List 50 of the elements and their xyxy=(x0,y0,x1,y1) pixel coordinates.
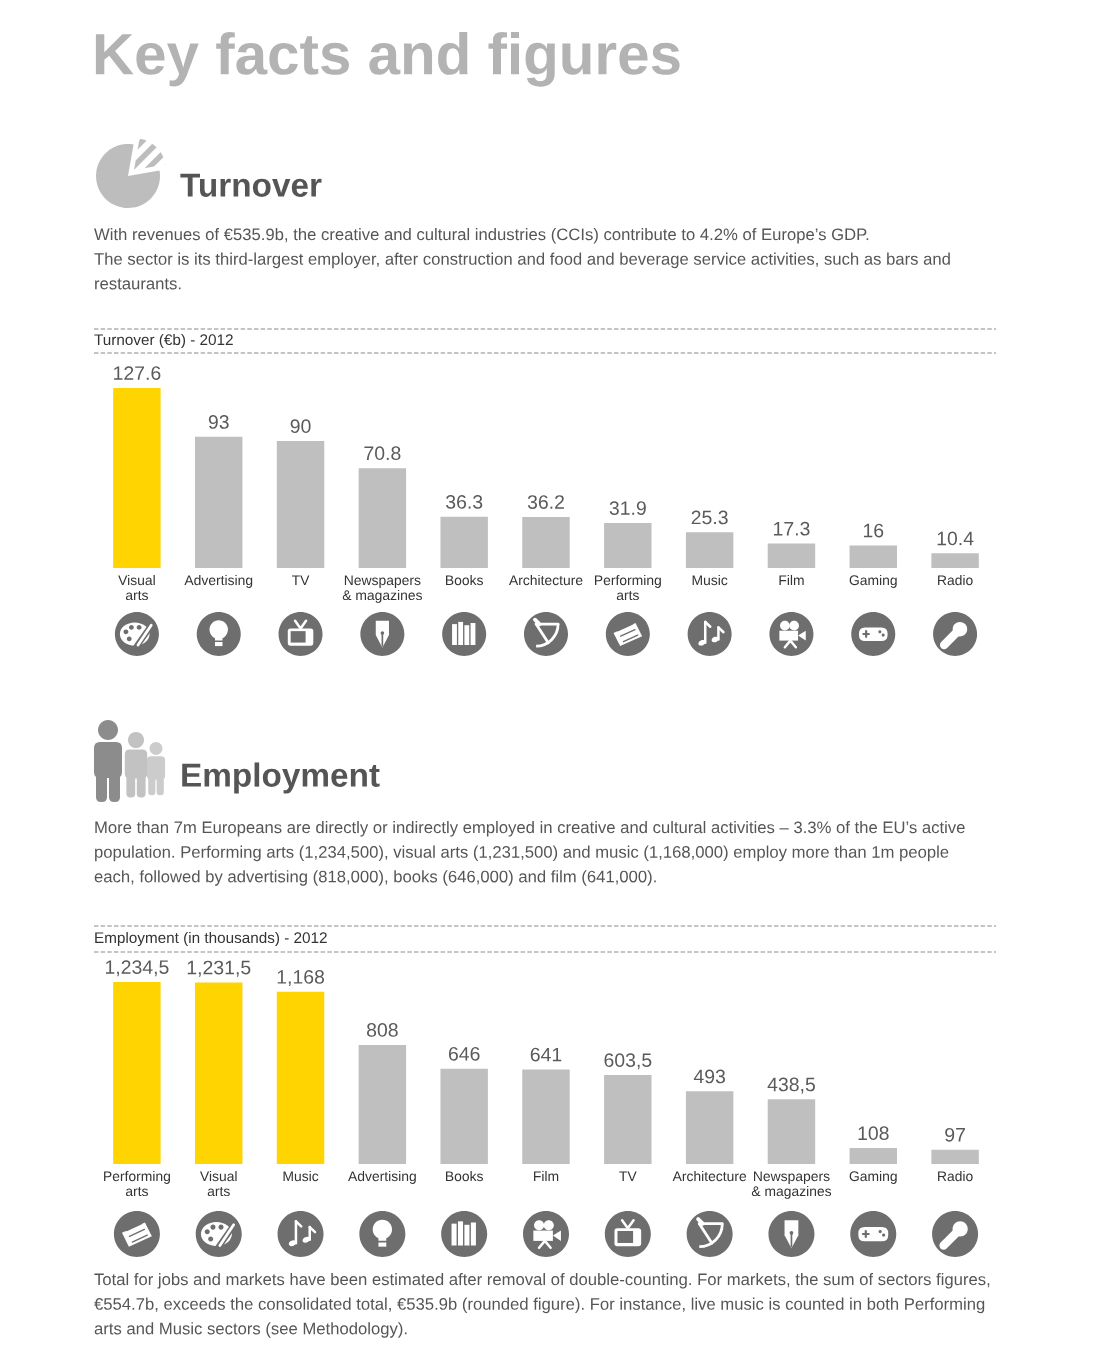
text: With revenues of €535.9b, the creative and cultural industries (CCIs) contribute to 4.2% of Europe’s GDP. The sector is its third-largest employer, after construction and food and beverage service activities, such as bars and restaurants. xyxy=(94,228,950,290)
data-label: 36.2 xyxy=(527,495,564,509)
bar xyxy=(604,523,652,568)
data-label: 1,234,5 xyxy=(105,960,169,977)
text: Key facts and figures xyxy=(95,32,680,87)
bar xyxy=(195,436,243,568)
data-label: 16 xyxy=(863,523,884,538)
data-label: 97 xyxy=(945,1127,965,1142)
data-label: 90 xyxy=(290,419,311,434)
data-label: 641 xyxy=(530,1047,562,1062)
data-label: 70.8 xyxy=(364,446,401,461)
bar xyxy=(767,1099,816,1164)
data-label: 108 xyxy=(858,1126,889,1141)
bar xyxy=(931,553,979,568)
bar xyxy=(522,1069,570,1164)
bar xyxy=(195,982,243,1164)
bar xyxy=(440,516,488,568)
data-label: 1,168 xyxy=(277,970,325,987)
text: Employment xyxy=(182,762,380,794)
data-label: 10.4 xyxy=(937,531,974,546)
data-label: 493 xyxy=(693,1069,725,1084)
data-label: 17.3 xyxy=(774,521,810,536)
bar xyxy=(931,1149,979,1164)
data-label: 25.3 xyxy=(691,510,728,525)
data-label: 31.9 xyxy=(609,501,646,515)
data-label: 93 xyxy=(208,415,229,429)
bar xyxy=(358,1044,407,1164)
data-label: 603,5 xyxy=(604,1053,652,1070)
data-label: 808 xyxy=(366,1023,398,1037)
bar xyxy=(604,1075,652,1164)
data-label: 646 xyxy=(448,1046,480,1061)
bar xyxy=(113,388,161,568)
text: More than 7m Europeans are directly or indirectly employed in creative and cultural activities – 3.3% of the EU’s active population. Performing arts (1,234,500), visual arts (1,231,500) and music (1,168,000) employ more than 1m people each, followed by advertising (818,000), books (646,000) and film (641,000). xyxy=(94,821,965,886)
bar xyxy=(113,982,161,1164)
data-label: 127.6 xyxy=(114,366,161,380)
text: Turnover xyxy=(180,173,322,197)
bar xyxy=(522,516,570,568)
bar xyxy=(276,441,325,568)
bar xyxy=(276,991,325,1164)
data-label: 438,5 xyxy=(767,1077,815,1094)
bar xyxy=(685,1091,734,1164)
bar xyxy=(685,532,734,568)
bar xyxy=(849,545,897,568)
data-label: 1,231,5 xyxy=(187,960,251,977)
bar xyxy=(849,1148,897,1164)
bar xyxy=(767,543,816,568)
text: Total for jobs and markets have been estimated after removal of double-counting. For markets, the sum of sectors figures, €554.7b, exceeds the consolidated total, €535.9b (rounded figure). For instance, live music is counted in both Performing arts and Music sectors (see Methodology). xyxy=(94,1273,990,1338)
bar xyxy=(358,468,407,568)
bar xyxy=(440,1068,488,1164)
data-label: 36.3 xyxy=(446,495,483,509)
